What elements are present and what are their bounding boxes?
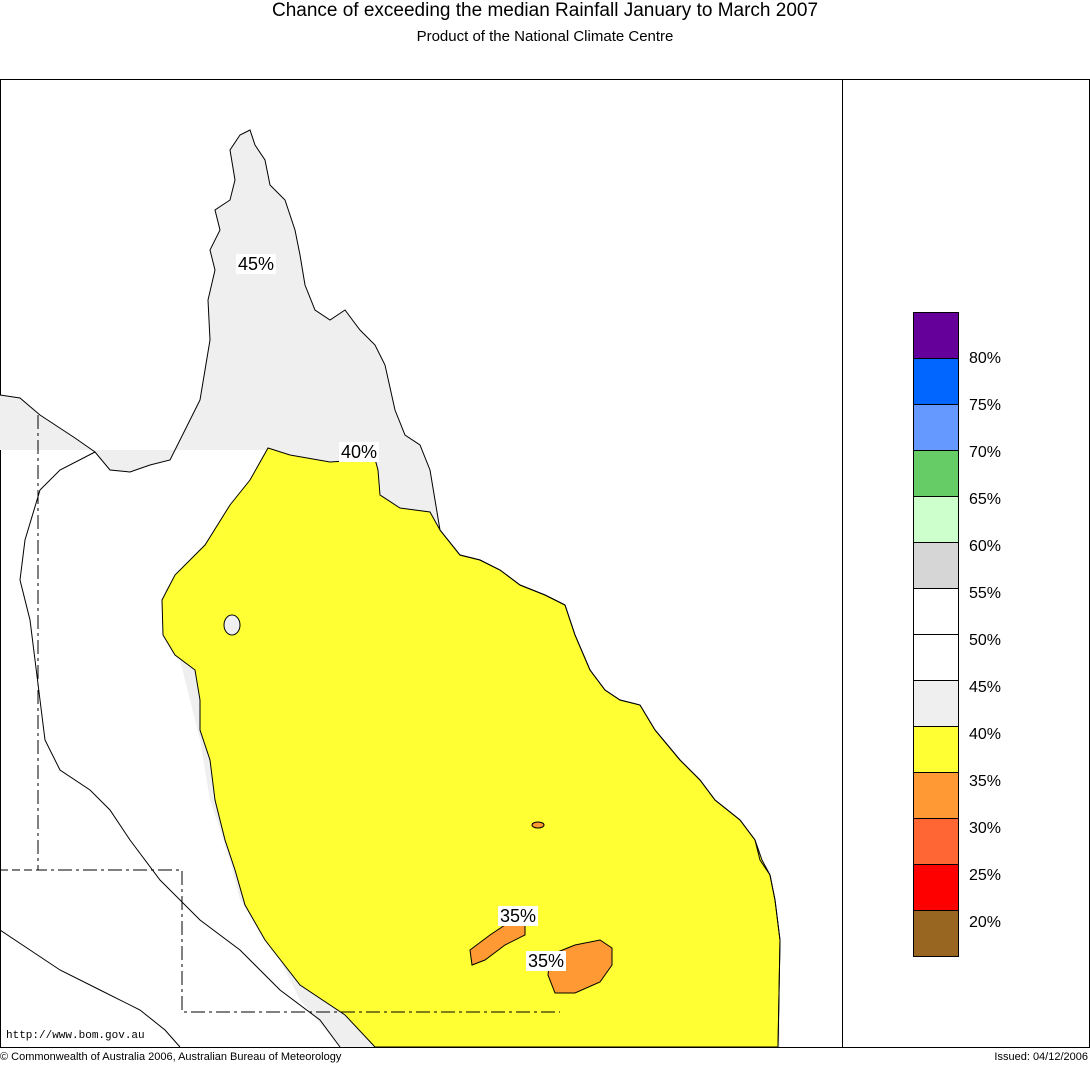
map-label-40: 40%	[339, 442, 380, 462]
legend-swatch	[913, 450, 959, 496]
legend-label: 65%	[969, 491, 1002, 508]
legend-colorbar	[913, 312, 959, 957]
legend-swatch	[913, 726, 959, 772]
map-area	[0, 129, 781, 1048]
legend-swatch	[913, 588, 959, 634]
legend-swatch	[913, 634, 959, 680]
legend-label: 35%	[969, 773, 1002, 790]
legend-label: 55%	[969, 585, 1002, 602]
legend-label: 75%	[969, 397, 1002, 414]
legend-swatch	[913, 358, 959, 404]
coastline	[0, 129, 781, 1048]
legend-label: 20%	[969, 914, 1002, 931]
legend-label: 50%	[969, 632, 1002, 649]
legend-swatch	[913, 312, 959, 358]
legend-swatch	[913, 542, 959, 588]
legend-swatch	[913, 910, 959, 957]
source-url[interactable]: http://www.bom.gov.au	[6, 1030, 145, 1042]
legend-swatch	[913, 680, 959, 726]
legend-label: 25%	[969, 867, 1002, 884]
region-orange-3	[531, 821, 545, 829]
legend-swatch	[913, 864, 959, 910]
contour-line	[19, 451, 341, 1048]
map-label-35-a: 35%	[498, 906, 539, 926]
legend-label: 45%	[969, 679, 1002, 696]
region-hole	[223, 614, 241, 636]
legend-swatch	[913, 818, 959, 864]
legend-swatch	[913, 496, 959, 542]
state-border	[37, 415, 560, 1013]
map-subtitle: Product of the National Climate Centre	[416, 28, 674, 45]
legend-label: 80%	[969, 350, 1002, 367]
copyright-text: © Commonwealth of Australia 2006, Austra…	[0, 1051, 342, 1063]
legend-label: 60%	[969, 538, 1002, 555]
legend-label: 40%	[969, 726, 1002, 743]
contour-line-2	[0, 929, 181, 1048]
legend-swatch	[913, 772, 959, 818]
region-orange-1	[469, 924, 526, 966]
legend-swatch	[913, 404, 959, 450]
legend-label: 70%	[969, 444, 1002, 461]
map-title: Chance of exceeding the median Rainfall …	[271, 0, 819, 21]
legend-label: 30%	[969, 820, 1002, 837]
issued-date: Issued: 04/12/2006	[994, 1051, 1088, 1063]
map-label-45: 45%	[236, 254, 277, 274]
map-label-35-b: 35%	[526, 951, 567, 971]
